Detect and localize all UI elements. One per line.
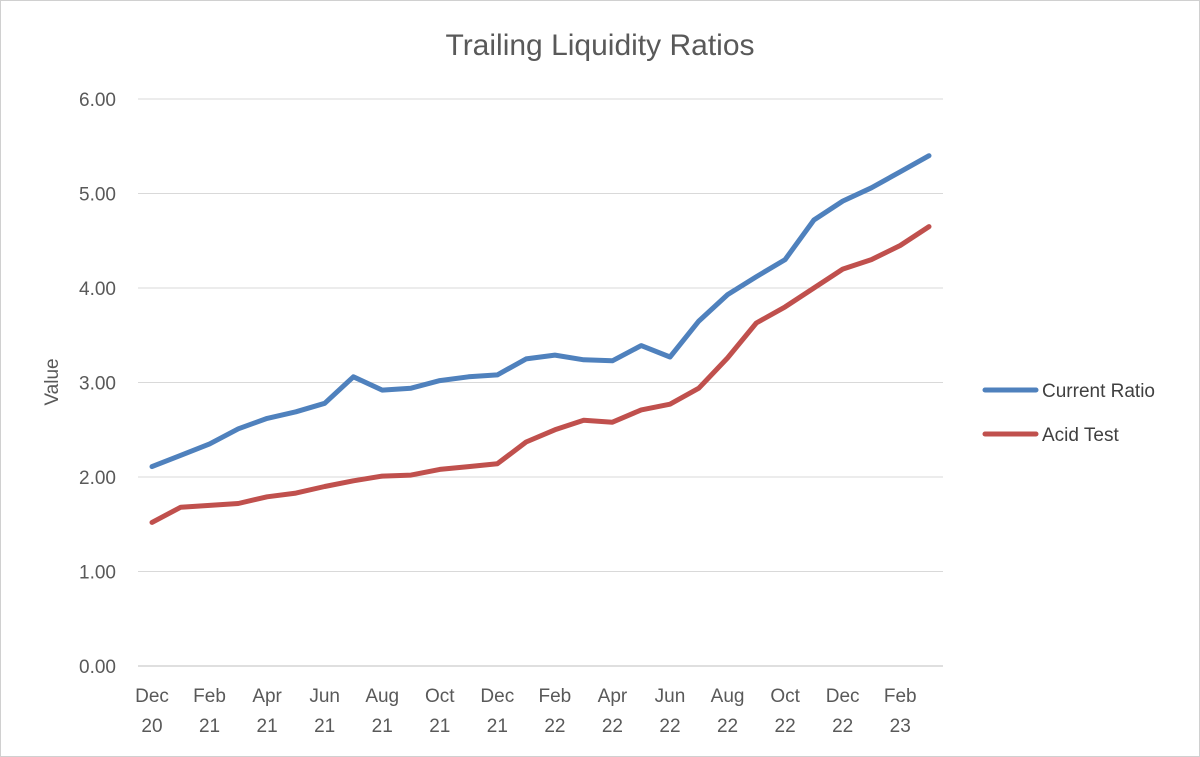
x-tick-label-month: Oct [770, 686, 800, 707]
x-tick-label-year: 21 [199, 716, 220, 737]
x-tick-label-year: 21 [372, 716, 393, 737]
x-tick-label-month: Aug [711, 686, 745, 707]
x-tick-label-month: Oct [425, 686, 455, 707]
gridlines [138, 98, 943, 667]
y-tick-label: 1.00 [79, 563, 116, 584]
x-tick-label-month: Feb [539, 686, 572, 707]
chart-title: Trailing Liquidity Ratios [445, 29, 754, 62]
x-tick-label-month: Dec [135, 686, 169, 707]
x-tick-label-month: Aug [365, 686, 399, 707]
x-tick-label-year: 22 [832, 716, 853, 737]
y-tick-label: 4.00 [79, 279, 116, 300]
y-tick-label: 5.00 [79, 185, 116, 206]
x-tick-label-month: Dec [480, 686, 514, 707]
y-tick-label: 6.00 [79, 90, 116, 111]
x-tick-label-year: 21 [429, 716, 450, 737]
x-tick-label-month: Jun [655, 686, 686, 707]
x-tick-label-year: 21 [487, 716, 508, 737]
x-tick-label-year: 22 [544, 716, 565, 737]
x-tick-label-month: Feb [193, 686, 226, 707]
series-line-current-ratio [149, 153, 932, 470]
series-lines [149, 153, 932, 525]
x-tick-label-month: Apr [598, 686, 628, 707]
y-tick-label: 0.00 [79, 657, 116, 678]
x-tick-label-year: 22 [602, 716, 623, 737]
x-tick-label-year: 21 [257, 716, 278, 737]
series-line-acid-test [149, 224, 932, 525]
x-axis-ticks: Dec 20 Feb 21 Apr 21 Jun 21 Aug 21 Oct 21 Dec 21 Feb 22… [135, 686, 916, 737]
x-tick-label-year: 23 [890, 716, 911, 737]
legend: Current Ratio Acid Test [982, 381, 1155, 446]
x-tick-label-year: 22 [717, 716, 738, 737]
y-axis-title: Value [42, 358, 63, 405]
x-tick-label-month: Jun [309, 686, 340, 707]
legend-label: Current Ratio [1042, 381, 1155, 402]
x-tick-label-month: Feb [884, 686, 917, 707]
x-tick-label-year: 21 [314, 716, 335, 737]
x-tick-label-year: 22 [775, 716, 796, 737]
legend-label: Acid Test [1042, 425, 1119, 446]
x-tick-label-year: 22 [659, 716, 680, 737]
y-tick-label: 2.00 [79, 468, 116, 489]
x-tick-label-year: 20 [141, 716, 162, 737]
x-tick-label-month: Apr [252, 686, 282, 707]
y-tick-label: 3.00 [79, 374, 116, 395]
x-tick-label-month: Dec [826, 686, 860, 707]
y-axis-ticks: 0.00 1.00 2.00 3.00 4.00 5.00 6.00 [79, 90, 116, 678]
